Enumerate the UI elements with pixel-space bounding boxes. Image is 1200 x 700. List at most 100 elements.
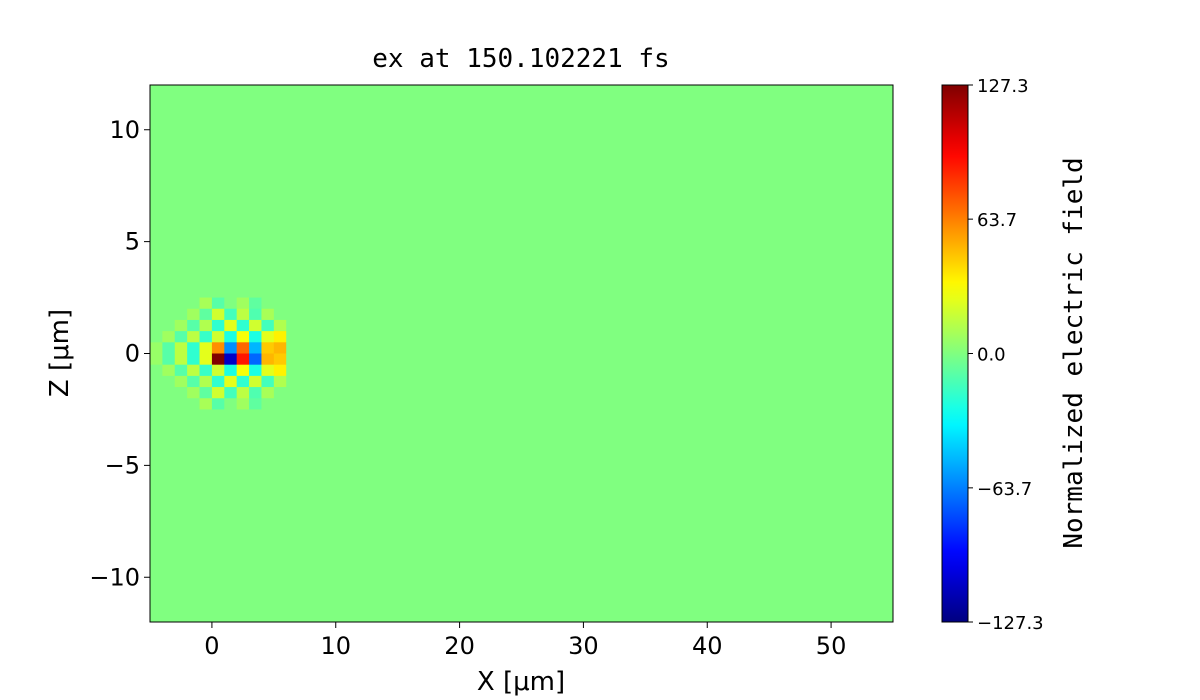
field-cell [211, 297, 225, 310]
x-tick-label: 20 [444, 632, 475, 660]
field-cell [261, 398, 275, 410]
field-cell [273, 398, 287, 410]
field-cell [211, 319, 225, 332]
field-cell [261, 364, 275, 377]
field-cell [273, 331, 287, 343]
field-cell [187, 353, 200, 365]
field-cell [162, 398, 176, 410]
field-cell [174, 297, 188, 310]
colorbar-tick-label: −63.7 [977, 479, 1032, 500]
y-tick-label: 5 [125, 228, 140, 256]
field-cell [162, 297, 176, 310]
field-cell [187, 331, 200, 343]
field-cell [174, 286, 188, 298]
field-cell [162, 364, 176, 377]
field-cell [199, 364, 213, 377]
field-cell [261, 342, 275, 354]
y-tick-label: 0 [125, 340, 140, 368]
colorbar-tick-label: 0.0 [977, 345, 1006, 366]
field-cell [187, 398, 200, 410]
field-cell [224, 364, 237, 377]
y-tick-label: 10 [109, 116, 140, 144]
field-cell [273, 364, 287, 377]
field-cell [199, 297, 213, 310]
y-tick-label: −10 [89, 563, 140, 591]
field-cell [174, 319, 188, 332]
field-cell [224, 387, 237, 399]
field-cell [150, 364, 163, 377]
field-cell [236, 342, 250, 354]
field-cell [249, 364, 262, 377]
field-cell [211, 308, 225, 321]
field-cell [273, 308, 287, 321]
y-tick-label: −5 [105, 451, 140, 479]
field-cell [286, 297, 299, 310]
colorbar-label: Normalized electric field [1059, 157, 1089, 548]
field-cell [224, 353, 237, 365]
field-cell [261, 319, 275, 332]
field-cell [150, 308, 163, 321]
axes: 0 10 20 30 40 50 −10 −5 0 5 10 −127.3 −63.7 0.0 63.7 12… [89, 76, 1043, 660]
field-cell [236, 308, 250, 321]
field-cell [224, 297, 237, 310]
field-cell [174, 398, 188, 410]
field-cell [162, 353, 176, 365]
field-cell [273, 286, 287, 298]
x-tick-label: 30 [568, 632, 599, 660]
field-cell [236, 375, 250, 388]
field-cell [199, 409, 213, 421]
field-cell [261, 297, 275, 310]
field-cell [150, 387, 163, 399]
field-cell [261, 308, 275, 321]
field-cell [187, 387, 200, 399]
field-cell [162, 308, 176, 321]
field-cell [236, 364, 250, 377]
field-cell [199, 331, 213, 343]
field-cell [286, 387, 299, 399]
field-cell [199, 286, 213, 298]
plot-area [150, 85, 893, 622]
field-cell [187, 375, 200, 388]
field-cell [236, 398, 250, 410]
field-cell [249, 398, 262, 410]
field-cell [236, 331, 250, 343]
field-cell [224, 286, 237, 298]
field-cell [286, 409, 299, 421]
field-cell [261, 331, 275, 343]
field-cell [150, 319, 163, 332]
field-cell [211, 342, 225, 354]
field-cell [273, 409, 287, 421]
field-cell [286, 375, 299, 388]
x-tick-label: 10 [320, 632, 351, 660]
colorbar-tick-label: 63.7 [977, 210, 1017, 231]
field-cell [174, 387, 188, 399]
field-cell [150, 331, 163, 343]
colorbar-tick-label: 127.3 [977, 76, 1029, 97]
field-cell [273, 387, 287, 399]
y-axis-label: Z [μm] [45, 309, 75, 397]
colorbar-tick-label: −127.3 [977, 613, 1044, 634]
field-cell [211, 353, 225, 365]
field-cell [199, 342, 213, 354]
field-cell [199, 398, 213, 410]
x-axis-label: X [μm] [477, 667, 565, 697]
field-cell [187, 297, 200, 310]
field-cell [174, 308, 188, 321]
field-cell [162, 387, 176, 399]
field-cell [273, 375, 287, 388]
field-cell [150, 342, 163, 354]
field-cell [187, 308, 200, 321]
field-cell [224, 398, 237, 410]
field-cell [249, 331, 262, 343]
field-cell [224, 375, 237, 388]
field-cell [273, 353, 287, 365]
field-cell [174, 409, 188, 421]
field-cell [224, 319, 237, 332]
field-cell [273, 342, 287, 354]
field-cell [199, 319, 213, 332]
field-cell [286, 286, 299, 298]
field-cell [162, 409, 176, 421]
field-cell [236, 353, 250, 365]
field-cell [261, 387, 275, 399]
